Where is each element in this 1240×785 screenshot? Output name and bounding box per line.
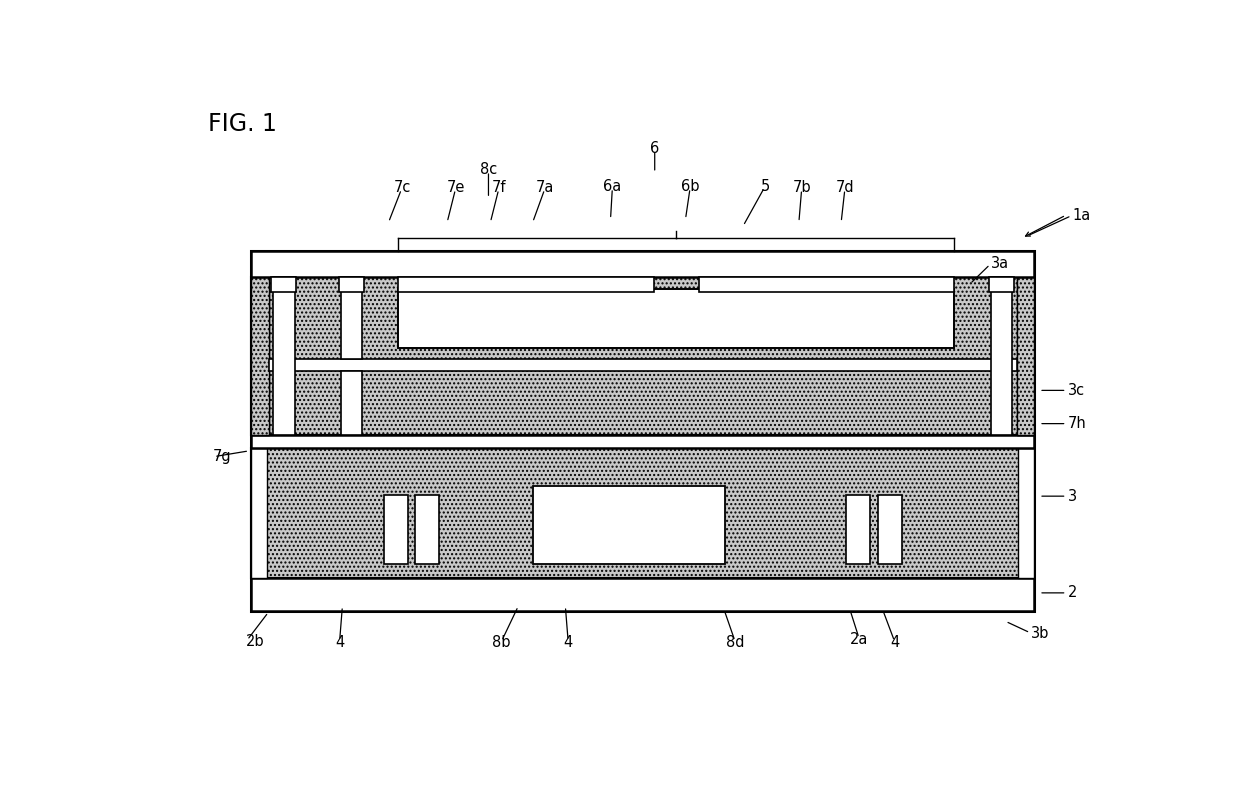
Text: 7d: 7d xyxy=(836,181,854,195)
Bar xyxy=(269,360,1017,371)
Bar xyxy=(250,277,269,435)
Text: 2a: 2a xyxy=(851,632,868,647)
Bar xyxy=(272,277,296,292)
Bar xyxy=(846,495,870,564)
Text: 5: 5 xyxy=(760,178,770,194)
Text: 6b: 6b xyxy=(681,179,699,194)
Text: 6: 6 xyxy=(650,141,660,156)
Bar xyxy=(698,277,955,292)
Text: FIG. 1: FIG. 1 xyxy=(208,112,277,137)
Text: 7a: 7a xyxy=(536,181,554,195)
Text: 7h: 7h xyxy=(1068,416,1086,431)
Text: 2: 2 xyxy=(1068,586,1078,601)
Bar xyxy=(250,251,1034,277)
Bar xyxy=(273,277,295,435)
Text: 3c: 3c xyxy=(1068,383,1085,398)
Text: 3a: 3a xyxy=(991,256,1009,271)
Bar xyxy=(339,277,363,292)
Text: 3: 3 xyxy=(1068,488,1078,504)
Bar xyxy=(1017,277,1034,435)
Bar xyxy=(250,277,1034,435)
Bar xyxy=(1018,447,1034,578)
Bar xyxy=(415,495,439,564)
Text: 8d: 8d xyxy=(727,635,745,650)
Bar xyxy=(250,578,1034,611)
Bar xyxy=(398,277,655,292)
Bar xyxy=(383,495,408,564)
Text: 7b: 7b xyxy=(792,181,811,195)
Text: 7f: 7f xyxy=(492,181,506,195)
Bar xyxy=(250,277,269,435)
Bar xyxy=(341,371,362,435)
Text: 7e: 7e xyxy=(446,181,465,195)
Text: 4: 4 xyxy=(890,635,899,650)
Text: 7g: 7g xyxy=(213,449,232,465)
Text: 6a: 6a xyxy=(604,179,621,194)
Text: 2b: 2b xyxy=(247,633,265,648)
Bar xyxy=(250,447,1034,578)
Text: 4: 4 xyxy=(564,635,573,650)
Bar xyxy=(1017,277,1034,435)
Text: 3b: 3b xyxy=(1032,626,1050,641)
Bar xyxy=(991,277,1012,435)
Bar xyxy=(341,277,362,360)
Text: 8c: 8c xyxy=(480,162,497,177)
Bar xyxy=(533,486,725,564)
Bar xyxy=(250,447,268,578)
Bar xyxy=(250,435,1034,447)
Text: 4: 4 xyxy=(335,635,345,650)
Bar xyxy=(990,277,1014,292)
Bar xyxy=(878,495,901,564)
Bar xyxy=(250,251,1034,611)
Text: 1a: 1a xyxy=(1073,207,1091,223)
Text: 8b: 8b xyxy=(492,635,510,650)
Text: 7c: 7c xyxy=(393,181,410,195)
Bar xyxy=(398,289,955,349)
